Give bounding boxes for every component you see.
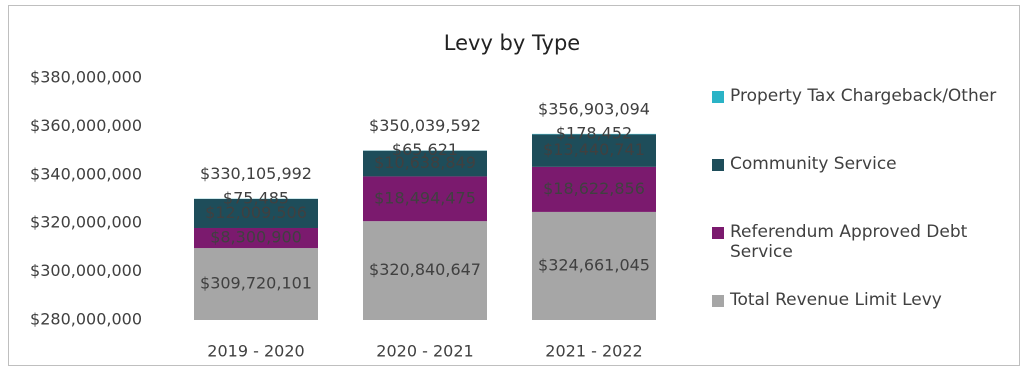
total-label: $350,039,592 — [369, 116, 481, 135]
y-tick-label: $380,000,000 — [30, 68, 142, 87]
x-tick-label: 2021 - 2022 — [545, 342, 642, 361]
legend-swatch — [712, 91, 724, 103]
value-label: $309,720,101 — [200, 274, 312, 293]
total-label: $330,105,992 — [200, 164, 312, 183]
bar-segment — [363, 221, 487, 320]
legend-label: Property Tax Chargeback/Other — [730, 86, 997, 106]
chart-title: Levy by Type — [444, 31, 580, 55]
y-tick-label: $360,000,000 — [30, 116, 142, 135]
value-label: $13,440,741 — [543, 140, 645, 159]
value-label: $10,638,849 — [374, 153, 476, 172]
legend-label: Referendum Approved Debt Service — [730, 222, 968, 262]
bar-segment — [194, 227, 318, 249]
legend-swatch — [712, 159, 724, 171]
value-label: $65,621 — [392, 140, 458, 159]
legend-label: Community Service — [730, 154, 897, 174]
chart-border — [8, 5, 1020, 366]
value-label: $75,485 — [223, 188, 289, 207]
legend-swatch — [712, 227, 724, 239]
legend-item: Total Revenue Limit Levy — [712, 290, 1002, 358]
value-label: $12,009,506 — [205, 203, 307, 222]
value-label: $18,494,475 — [374, 188, 476, 207]
value-label: $18,622,856 — [543, 179, 645, 198]
bar-segment — [194, 198, 318, 228]
y-tick-label: $280,000,000 — [30, 310, 142, 329]
x-tick-label: 2019 - 2020 — [207, 342, 304, 361]
value-label: $320,840,647 — [369, 260, 481, 279]
value-label: $8,300,900 — [210, 228, 302, 247]
y-tick-label: $340,000,000 — [30, 164, 142, 183]
legend-swatch — [712, 295, 724, 307]
legend-item: Community Service — [712, 154, 1002, 222]
legend: Property Tax Chargeback/Other Community S… — [712, 86, 1002, 358]
value-label: $178,452 — [556, 124, 632, 143]
legend-label: Total Revenue Limit Levy — [730, 290, 942, 310]
bar-segment — [532, 134, 656, 167]
y-tick-label: $300,000,000 — [30, 261, 142, 280]
total-label: $356,903,094 — [538, 99, 650, 118]
bar-segment — [363, 176, 487, 222]
bar-segment — [363, 150, 487, 177]
legend-item: Referendum Approved Debt Service — [712, 222, 1002, 290]
y-tick-label: $320,000,000 — [30, 213, 142, 232]
bar-segment — [532, 211, 656, 320]
legend-item: Property Tax Chargeback/Other — [712, 86, 1002, 154]
bar-segment — [194, 248, 318, 320]
value-label: $324,661,045 — [538, 255, 650, 274]
x-tick-label: 2020 - 2021 — [376, 342, 473, 361]
bar-segment — [532, 166, 656, 212]
